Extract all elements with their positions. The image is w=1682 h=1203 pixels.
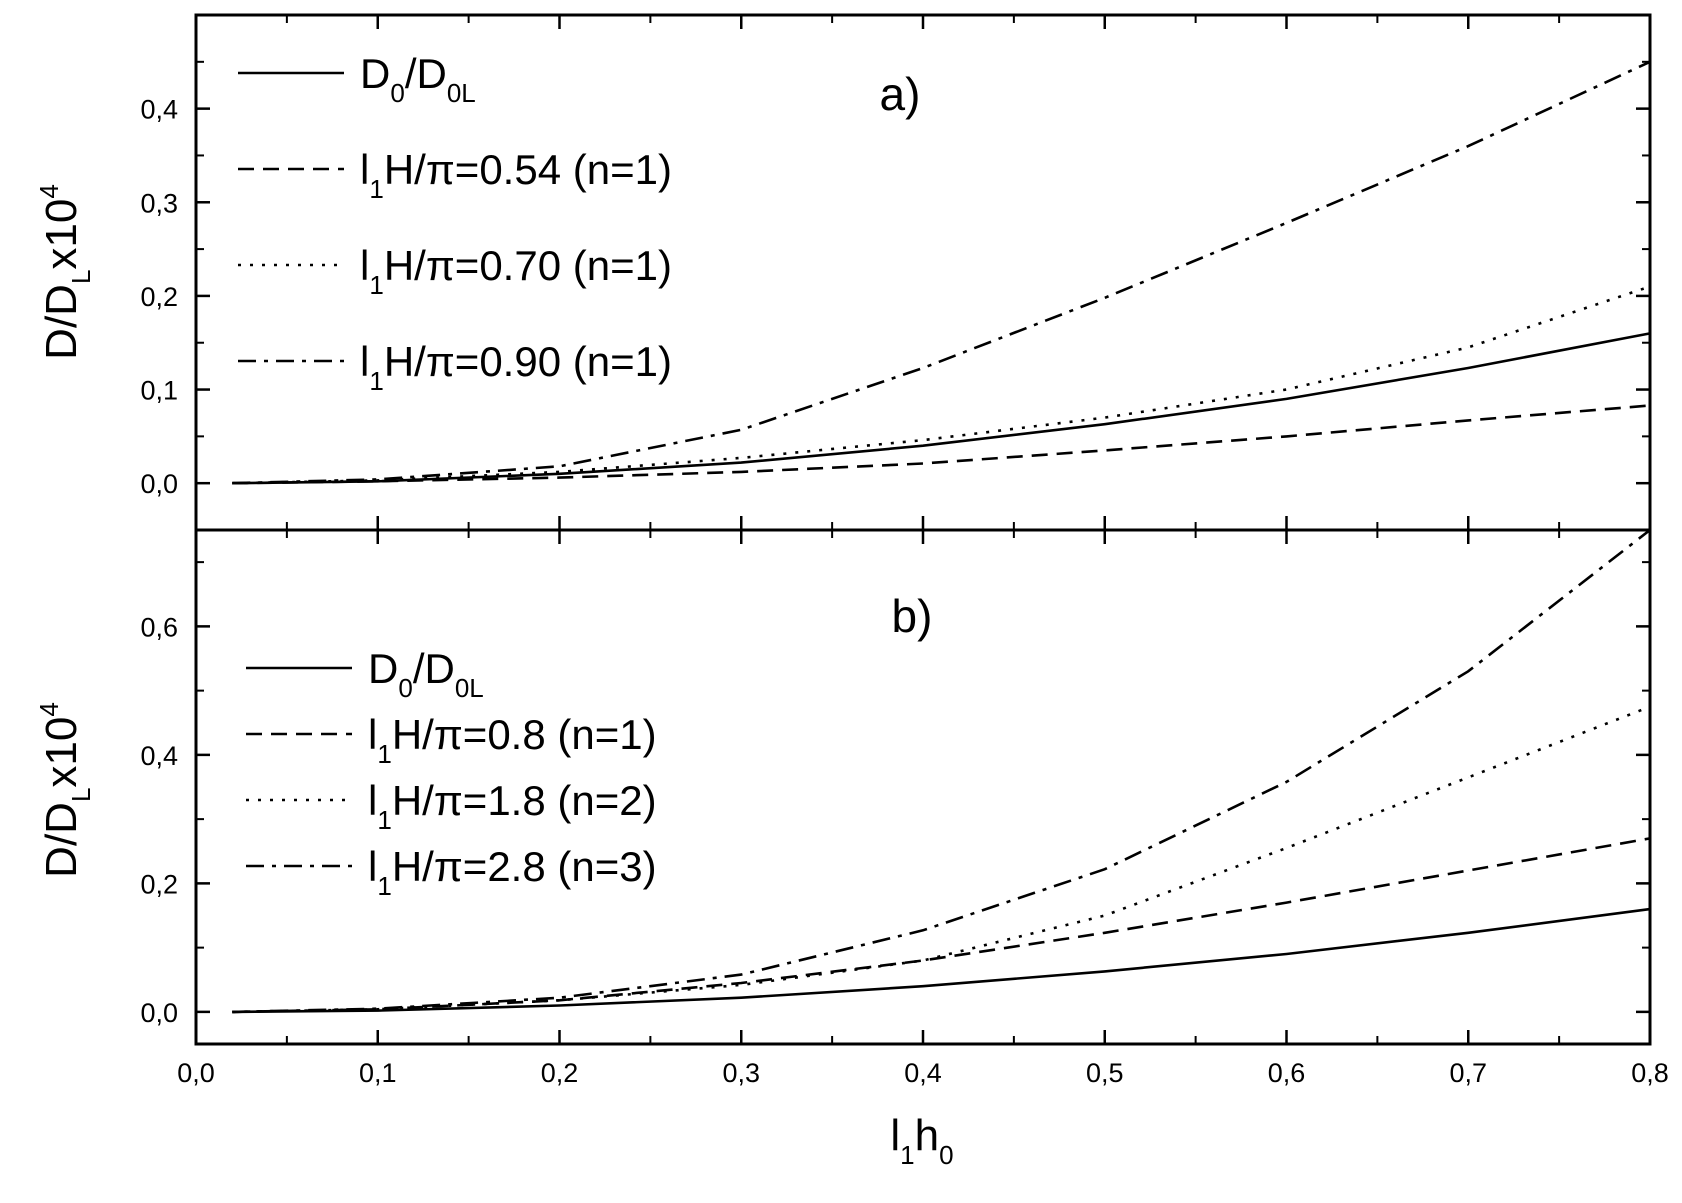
x-tick-label: 0,2 [541, 1058, 579, 1088]
legend-subscript: 1 [369, 270, 383, 300]
series-line-solid [232, 907, 1651, 1014]
x-tick-label: 0,8 [1631, 1058, 1669, 1088]
legend-entry: l1H/π=1.8 (n=2) [368, 777, 657, 835]
y-axis-title: D/DLx104 [34, 702, 96, 878]
y-tick-label: 0,0 [140, 998, 178, 1028]
y-tick-label: 0,2 [140, 282, 178, 312]
legend-entry: l1H/π=0.54 (n=1) [360, 146, 672, 204]
legend-subscript: 1 [377, 739, 391, 769]
legend-text-part: D [368, 645, 398, 692]
legend-text-part: H/π=1.8 (n=2) [392, 777, 657, 824]
legend-text-part: l [360, 242, 369, 289]
y-axis-title-main: D/D [37, 802, 86, 878]
y-tick-label: 0,3 [140, 188, 178, 218]
legend-text-part: H/π=0.70 (n=1) [384, 242, 672, 289]
x-tick-label: 0,6 [1268, 1058, 1306, 1088]
legend-text-part: l [368, 711, 377, 758]
legend-text-part: H/π=0.54 (n=1) [384, 146, 672, 193]
panel-label: b) [892, 590, 933, 642]
legend-text-part: l [360, 338, 369, 385]
legend-entry: l1H/π=0.8 (n=1) [368, 711, 657, 769]
y-tick-label: 0,1 [140, 376, 178, 406]
legend-subscript: 1 [377, 871, 391, 901]
legend-entry: D0/D0L [368, 645, 484, 703]
panel-b: 0,0 0,2 0,4 0,6 0,0 0,1 0,2 0,3 0,4 0,5 0,6 0,7 0,8 D… [34, 528, 1669, 1088]
legend-subscript: 0 [398, 673, 412, 703]
y-tick-label: 0,0 [140, 469, 178, 499]
legend-text-part: D [360, 50, 390, 97]
legend-subscript: 1 [377, 805, 391, 835]
legend-subscript: 0 [390, 78, 404, 108]
panel-label: a) [880, 68, 921, 120]
legend-text-part: H/π=0.8 (n=1) [392, 711, 657, 758]
legend-entry: l1H/π=2.8 (n=3) [368, 843, 657, 901]
y-tick-label: 0,2 [140, 869, 178, 899]
x-axis-title-main: l [890, 1111, 900, 1160]
legend-text-part: /D [405, 50, 447, 97]
legend-subscript: 1 [369, 174, 383, 204]
y-tick-label: 0,4 [140, 741, 178, 771]
x-axis-title: l1h0 [890, 1111, 953, 1170]
y-axis-title: D/DLx104 [34, 184, 96, 360]
legend-text-part: l [360, 146, 369, 193]
legend-entry: l1H/π=0.70 (n=1) [360, 242, 672, 300]
legend-text-part: l [368, 777, 377, 824]
x-axis-title-sub: 1 [900, 1140, 914, 1170]
y-tick-label: 0,4 [140, 95, 178, 125]
legend-text-part: H/π=0.90 (n=1) [384, 338, 672, 385]
legend-subscript: 1 [369, 366, 383, 396]
y-axis-title-sup: 4 [34, 184, 64, 198]
x-tick-label: 0,4 [904, 1058, 942, 1088]
legend-subscript: 0L [455, 673, 484, 703]
x-tick-label: 0,7 [1449, 1058, 1487, 1088]
x-tick-label: 0,3 [722, 1058, 760, 1088]
series-line-dashdot [232, 60, 1651, 485]
y-axis-title-sup: 4 [34, 702, 64, 716]
x-tick-label: 0,0 [177, 1058, 215, 1088]
legend-subscript: 0L [447, 78, 476, 108]
y-axis-title-sub: L [66, 788, 96, 802]
y-axis-title-rest: x10 [37, 199, 86, 270]
x-tick-label: 0,1 [359, 1058, 397, 1088]
x-axis-title-sub2: 0 [939, 1140, 953, 1170]
y-tick-label: 0,6 [140, 612, 178, 642]
x-axis-title-rest: h [915, 1111, 939, 1160]
series-line-dashed [232, 404, 1651, 485]
series-line-dotted [232, 285, 1651, 485]
legend-text-part: H/π=2.8 (n=3) [392, 843, 657, 890]
y-axis-title-main: D/D [37, 284, 86, 360]
y-axis-title-rest: x10 [37, 717, 86, 788]
series-line-dashdot [232, 528, 1651, 1014]
legend-entry: D0/D0L [360, 50, 476, 108]
legend-text-part: l [368, 843, 377, 890]
x-tick-label: 0,5 [1086, 1058, 1124, 1088]
legend-text-part: /D [413, 645, 455, 692]
legend-entry: l1H/π=0.90 (n=1) [360, 338, 672, 396]
x-axis-title-text: l1h0 [890, 1111, 953, 1170]
y-axis-title-sub: L [66, 270, 96, 284]
